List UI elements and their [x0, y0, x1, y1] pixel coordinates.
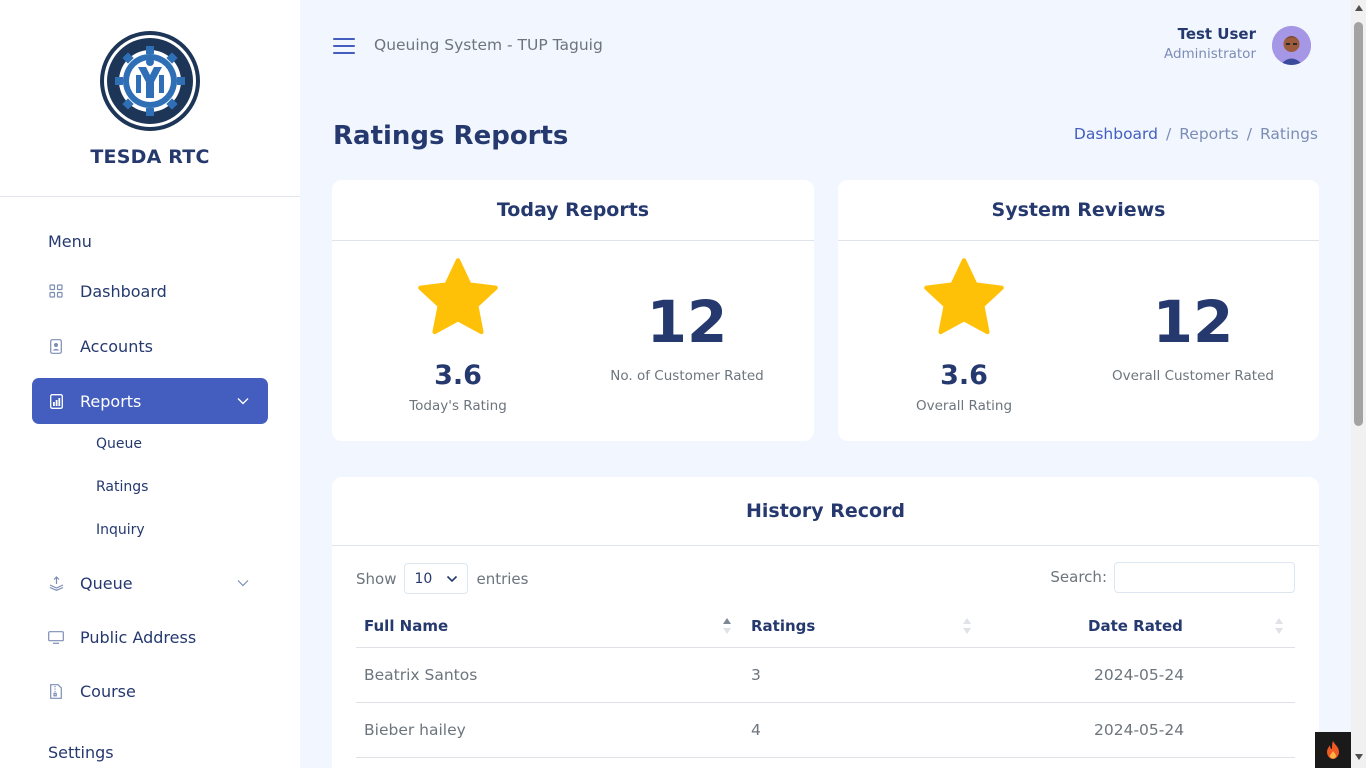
sidebar-item-label: Accounts	[80, 336, 153, 356]
breadcrumb-dashboard[interactable]: Dashboard	[1073, 125, 1158, 143]
today-customer-count: 12	[646, 288, 728, 356]
table-row: Beatrix Santos 3 2024-05-24	[356, 648, 1295, 703]
cell-full-name: Beatrix Santos	[364, 666, 478, 684]
file-zip-icon	[48, 683, 64, 699]
sort-icon[interactable]	[1274, 617, 1284, 635]
sidebar-brand: TESDA RTC	[0, 0, 300, 197]
user-name[interactable]: Test User	[1177, 25, 1256, 43]
stack-icon	[48, 575, 64, 591]
entries-select-value: 10	[414, 570, 433, 587]
cell-rating: 3	[751, 666, 761, 684]
breadcrumb-separator: /	[1166, 125, 1172, 143]
sidebar-item-accounts[interactable]: Accounts	[32, 323, 268, 369]
overall-customer-caption: Overall Customer Rated	[1112, 368, 1274, 384]
sidebar-item-label: Course	[80, 681, 136, 701]
entries-label: entries	[476, 569, 529, 588]
submenu-item-ratings[interactable]: Ratings	[96, 479, 149, 495]
breadcrumb-reports[interactable]: Reports	[1179, 125, 1239, 143]
sidebar-item-dashboard[interactable]: Dashboard	[32, 268, 268, 314]
overall-rating-value: 3.6	[940, 360, 988, 391]
sidebar-item-label: Queue	[80, 573, 133, 593]
breadcrumb-ratings: Ratings	[1259, 125, 1318, 143]
page-scrollbar[interactable]	[1351, 0, 1366, 768]
breadcrumb-separator: /	[1246, 125, 1252, 143]
star-icon	[924, 258, 1004, 335]
today-customer-caption: No. of Customer Rated	[610, 368, 764, 384]
search-input[interactable]	[1114, 562, 1295, 593]
column-header-date-rated[interactable]: Date Rated	[1088, 617, 1183, 635]
tesda-rtc-logo[interactable]	[99, 30, 201, 132]
today-rating-caption: Today's Rating	[409, 398, 507, 414]
table-row: Bieber hailey 4 2024-05-24	[356, 703, 1295, 758]
chevron-down-icon	[237, 398, 249, 405]
show-label: Show	[356, 569, 397, 588]
chevron-down-icon	[447, 575, 458, 583]
submenu-item-inquiry[interactable]: Inquiry	[96, 522, 145, 538]
grid-icon	[48, 283, 64, 299]
sidebar-item-course[interactable]: Course	[32, 668, 268, 714]
card-title: History Record	[332, 477, 1319, 546]
card-title: Today Reports	[332, 180, 814, 241]
today-rating-value: 3.6	[434, 360, 482, 391]
cell-full-name: Bieber hailey	[364, 721, 466, 739]
today-reports-card: Today Reports 3.6 Today's Rating 12 No. …	[332, 180, 814, 441]
cell-rating: 4	[751, 721, 761, 739]
column-header-full-name[interactable]: Full Name	[364, 617, 449, 635]
search-label: Search:	[1050, 568, 1107, 586]
star-icon	[418, 258, 498, 335]
sidebar: TESDA RTC Menu Dashboard Accounts Report…	[0, 0, 300, 768]
page-title: Ratings Reports	[333, 121, 569, 151]
scrollbar-thumb[interactable]	[1354, 22, 1363, 426]
sidebar-item-reports[interactable]: Reports	[32, 378, 268, 424]
hamburger-menu-icon[interactable]	[333, 38, 355, 56]
menu-title: Menu	[48, 232, 92, 251]
overall-customer-count: 12	[1152, 288, 1234, 356]
flame-icon	[1327, 741, 1339, 759]
user-avatar[interactable]	[1272, 26, 1311, 65]
chevron-down-icon	[237, 580, 249, 587]
sidebar-item-queue[interactable]: Queue	[32, 560, 268, 606]
bar-chart-icon	[48, 393, 64, 409]
sidebar-item-public-address[interactable]: Public Address	[32, 614, 268, 660]
history-table: Full Name Ratings Date Rated Beatrix San…	[356, 603, 1295, 758]
display-icon	[48, 629, 64, 645]
app-title: Queuing System - TUP Taguig	[374, 36, 603, 54]
scroll-up-arrow-icon[interactable]	[1355, 5, 1363, 11]
user-role: Administrator	[1163, 46, 1256, 62]
cell-date-rated: 2024-05-24	[1094, 721, 1185, 739]
cell-date-rated: 2024-05-24	[1094, 666, 1185, 684]
submenu-item-queue[interactable]: Queue	[96, 436, 142, 452]
column-header-ratings[interactable]: Ratings	[751, 617, 816, 635]
sidebar-item-label: Dashboard	[80, 281, 167, 301]
system-reviews-card: System Reviews 3.6 Overall Rating 12 Ove…	[838, 180, 1319, 441]
brand-name: TESDA RTC	[90, 146, 210, 168]
entries-select[interactable]: 10	[404, 563, 469, 594]
flame-widget-button[interactable]	[1315, 732, 1351, 768]
scroll-down-arrow-icon[interactable]	[1355, 754, 1363, 760]
sidebar-item-label: Public Address	[80, 627, 197, 647]
settings-title: Settings	[48, 743, 114, 762]
person-badge-icon	[48, 338, 64, 354]
card-title: System Reviews	[838, 180, 1319, 241]
table-header-row: Full Name Ratings Date Rated	[356, 603, 1295, 648]
history-record-card: History Record Show 10 entries Search: F…	[332, 477, 1319, 768]
sidebar-item-label: Reports	[80, 391, 142, 411]
entries-length-control: Show 10 entries	[356, 563, 528, 594]
sort-icon[interactable]	[962, 617, 972, 635]
breadcrumb: Dashboard / Reports / Ratings	[1074, 125, 1318, 143]
sort-ascending-icon[interactable]	[722, 617, 732, 635]
overall-rating-caption: Overall Rating	[915, 398, 1013, 414]
